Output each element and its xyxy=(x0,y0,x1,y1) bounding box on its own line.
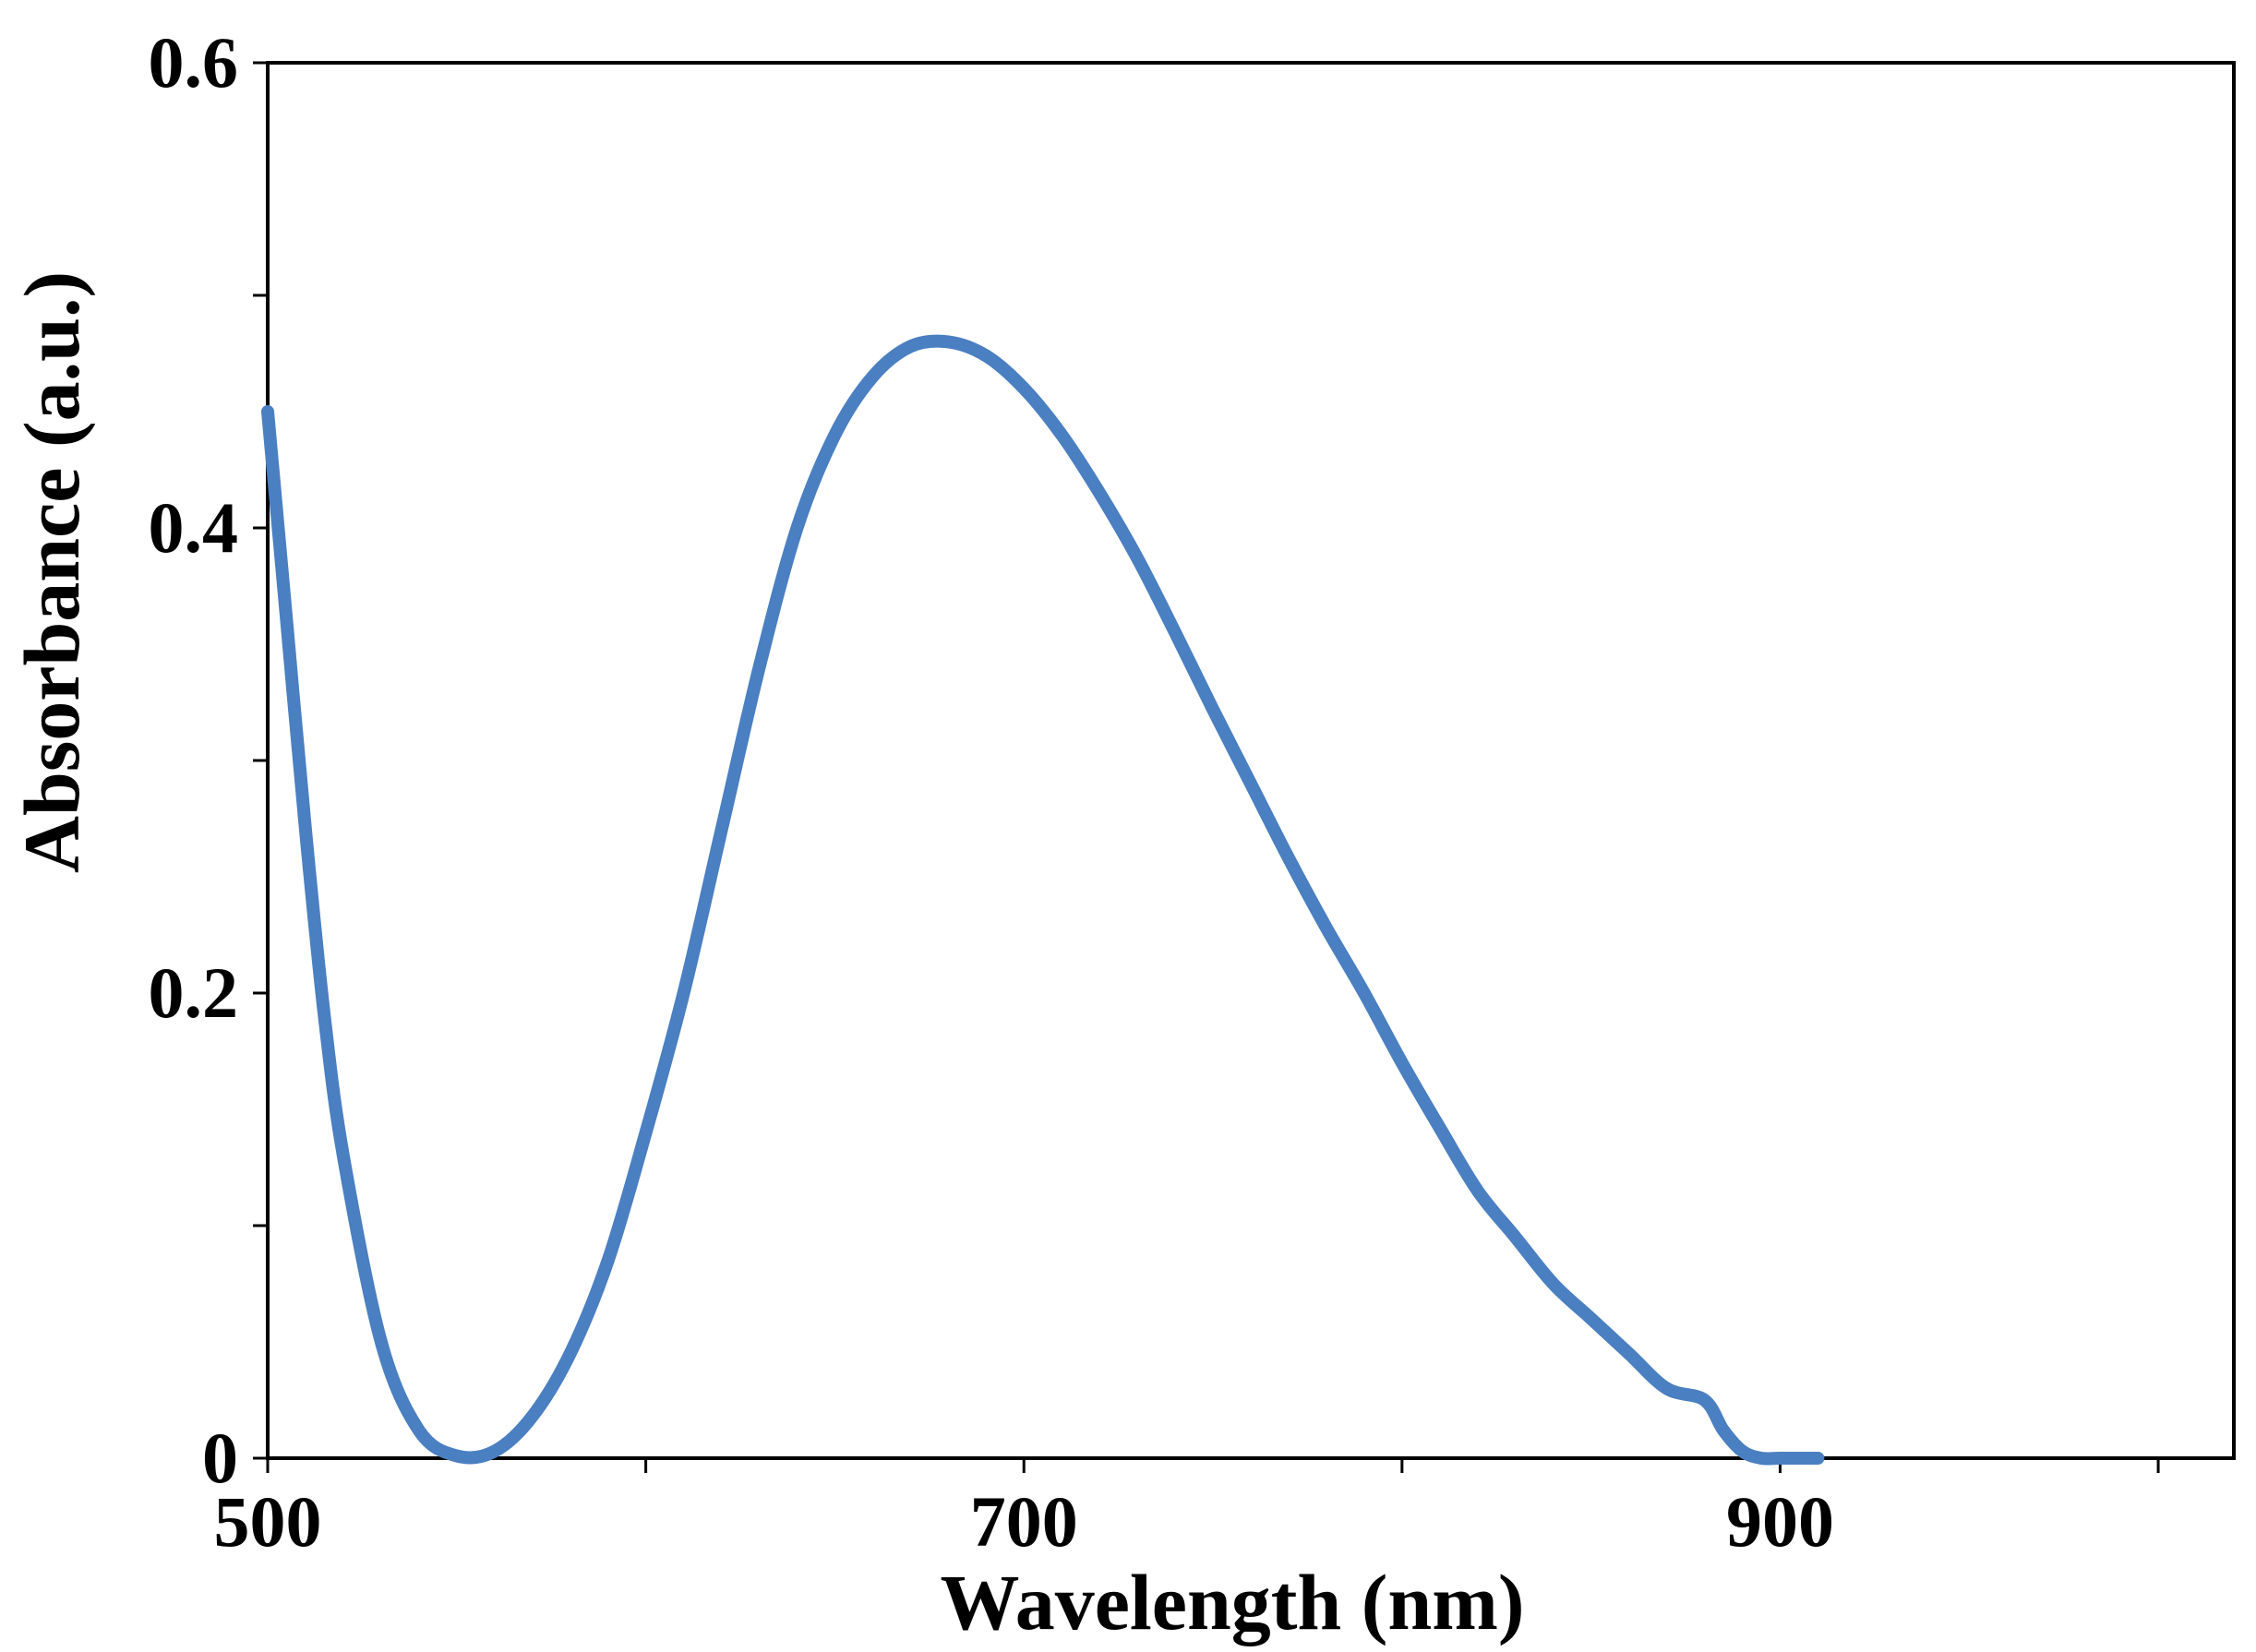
plot-frame xyxy=(266,61,2236,1460)
x-tick-label: 900 xyxy=(1726,1481,1834,1562)
x-axis-ticks: 500 700 900 xyxy=(214,1458,2160,1562)
y-axis-title: Absorbance (a.u.) xyxy=(7,271,96,873)
y-tick-label: 0.2 xyxy=(149,952,239,1033)
y-tick-label: 0.6 xyxy=(149,22,239,102)
x-axis-title: Wavelength (nm) xyxy=(940,1558,1524,1646)
absorbance-series-line xyxy=(261,334,1825,1466)
y-axis-ticks: 0 0.2 0.4 0.6 xyxy=(149,22,268,1498)
y-tick-label: 0 xyxy=(202,1418,238,1498)
y-tick-label: 0.4 xyxy=(149,487,239,568)
x-tick-label: 700 xyxy=(970,1481,1078,1562)
x-tick-label: 500 xyxy=(214,1481,322,1562)
